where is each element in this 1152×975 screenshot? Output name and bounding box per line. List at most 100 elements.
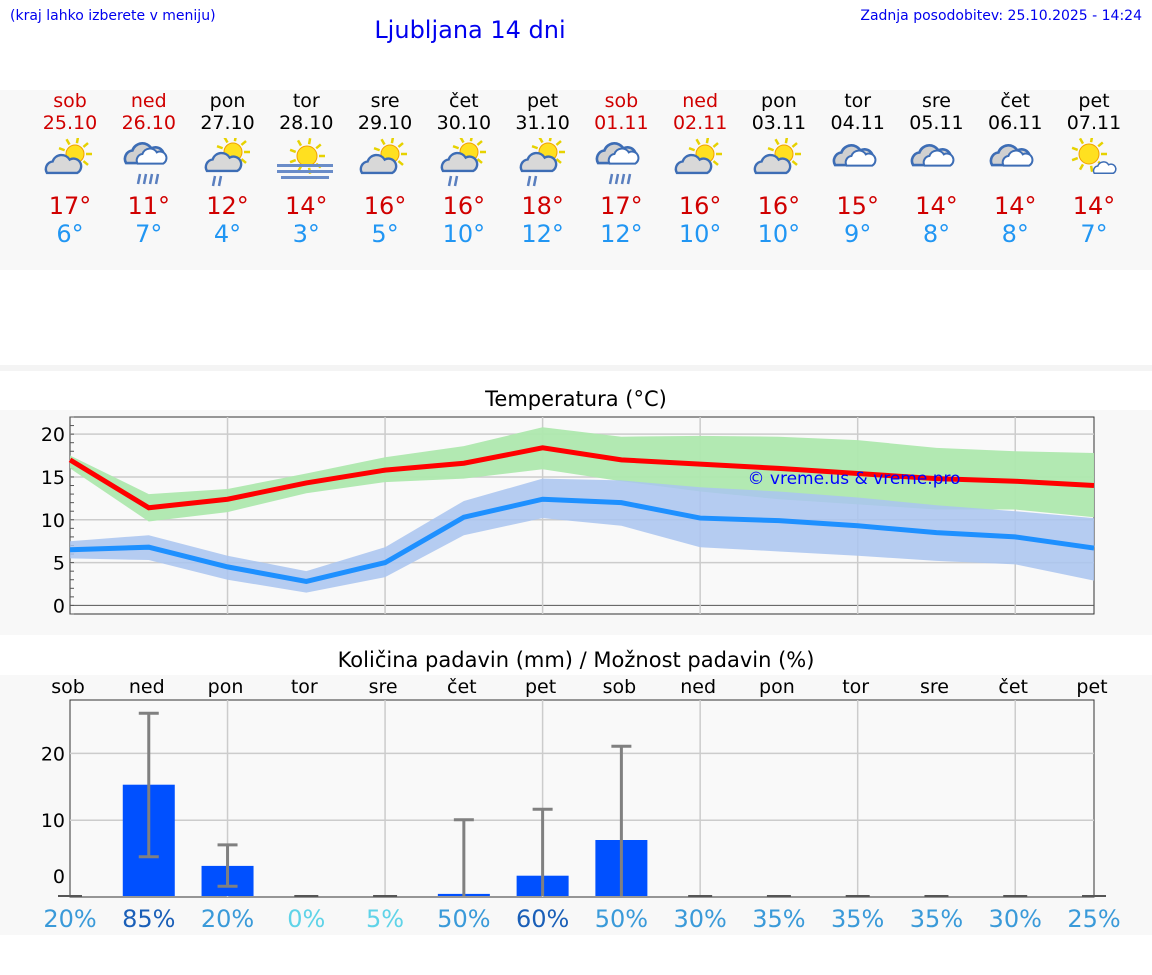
category-label: tor bbox=[291, 676, 318, 698]
max-temperature: 14° bbox=[1072, 192, 1116, 220]
precipitation-chart-panel: sob ned pon tor sre čet pet sob ned pon tor sre čet p… bbox=[0, 675, 1152, 935]
divider bbox=[0, 365, 1152, 371]
category-label: sre bbox=[369, 676, 398, 698]
max-temperature: 11° bbox=[127, 192, 171, 220]
day-name: pon bbox=[761, 90, 797, 112]
partly-cloudy-showers-icon bbox=[519, 138, 565, 187]
partly-cloudy-icon bbox=[44, 138, 92, 175]
error-bar bbox=[532, 807, 553, 896]
precipitation-probability: 20% bbox=[43, 905, 96, 933]
day-date: 28.10 bbox=[279, 112, 334, 134]
day-name: pet bbox=[1078, 90, 1110, 112]
max-temperature: 17° bbox=[600, 192, 643, 220]
min-temperature: 10° bbox=[442, 220, 486, 248]
day-date: 30.10 bbox=[436, 112, 492, 134]
day-name: tor bbox=[844, 90, 872, 112]
day-forecast: čet 06.11 14° 8° bbox=[976, 90, 1054, 248]
precipitation-probability: 60% bbox=[516, 905, 569, 933]
precipitation-chart: sob ned pon tor sre čet pet sob ned pon tor sre čet p… bbox=[41, 676, 1121, 933]
min-temperature: 3° bbox=[292, 220, 320, 248]
max-temperature: 14° bbox=[915, 192, 958, 220]
partly-cloudy-icon bbox=[753, 138, 801, 175]
max-temperature-line bbox=[68, 445, 1095, 511]
sun-small-cloud-icon bbox=[1071, 138, 1117, 174]
temperature-chart-title: Temperatura (°C) bbox=[485, 387, 667, 411]
precipitation-probability: 35% bbox=[910, 905, 963, 933]
max-temperature: 14° bbox=[993, 192, 1037, 220]
max-temperature: 15° bbox=[836, 192, 879, 220]
min-temperature: 5° bbox=[371, 220, 399, 248]
category-label: ned bbox=[129, 676, 165, 698]
partly-cloudy-showers-icon bbox=[440, 138, 486, 187]
day-date: 01.11 bbox=[594, 112, 649, 134]
cloudy-icon bbox=[989, 144, 1034, 167]
day-name: pet bbox=[527, 90, 559, 112]
day-forecast: pet 07.11 14° 7° bbox=[1055, 90, 1133, 248]
category-label: čet bbox=[447, 676, 477, 698]
category-label: sob bbox=[51, 676, 85, 698]
precipitation-probability: 5% bbox=[366, 905, 404, 933]
temperature-chart: 0 5 10 15 20 © vreme.us & vreme.pro bbox=[41, 416, 1095, 617]
y-tick-label: 0 bbox=[53, 595, 65, 617]
day-date: 31.10 bbox=[515, 112, 570, 134]
error-bar bbox=[453, 818, 474, 896]
day-forecast: sob 25.10 17° 6° bbox=[31, 90, 109, 248]
day-forecast: ned 26.10 11° 7° bbox=[110, 90, 188, 248]
day-date: 05.11 bbox=[909, 112, 964, 134]
day-forecast: pon 03.11 16° 10° bbox=[740, 90, 818, 248]
day-date: 07.11 bbox=[1066, 112, 1122, 134]
min-temperature: 8° bbox=[1001, 220, 1029, 248]
min-temperature: 8° bbox=[922, 220, 951, 248]
precipitation-probability: 35% bbox=[831, 905, 884, 933]
category-label: pon bbox=[208, 676, 244, 698]
y-tick-label: 10 bbox=[41, 510, 65, 532]
category-label: tor bbox=[842, 676, 869, 698]
precipitation-probability: 0% bbox=[287, 905, 325, 933]
precipitation-probability: 20% bbox=[201, 905, 254, 933]
day-forecast: tor 28.10 14° 3° bbox=[267, 90, 345, 248]
min-temperature: 10° bbox=[757, 220, 801, 248]
error-bar bbox=[611, 744, 632, 896]
min-temperature: 12° bbox=[600, 220, 643, 248]
day-name: pon bbox=[209, 90, 246, 112]
day-forecast: pet 31.10 18° 12° bbox=[504, 90, 582, 248]
day-name: ned bbox=[130, 90, 167, 112]
plot-area bbox=[69, 699, 1095, 898]
max-temperature: 16° bbox=[442, 192, 486, 220]
min-temperature: 7° bbox=[135, 220, 163, 248]
partly-cloudy-icon bbox=[359, 138, 408, 175]
day-forecast: sob 01.11 17° 12° bbox=[582, 90, 660, 248]
sun-fog-icon bbox=[277, 138, 334, 179]
y-tick-label: 0 bbox=[53, 866, 65, 888]
max-temperature: 12° bbox=[206, 192, 249, 220]
day-date: 02.11 bbox=[672, 112, 728, 134]
rain-icon bbox=[596, 142, 640, 185]
y-tick-label: 5 bbox=[53, 553, 65, 575]
precipitation-probability: 30% bbox=[673, 905, 726, 933]
category-label: sre bbox=[920, 676, 949, 698]
day-name: tor bbox=[292, 90, 320, 112]
category-label: čet bbox=[998, 676, 1028, 698]
precipitation-chart-title: Količina padavin (mm) / Možnost padavin … bbox=[337, 648, 815, 672]
day-name: sob bbox=[53, 90, 87, 112]
day-forecast: tor 04.11 15° 9° bbox=[819, 90, 897, 248]
category-label: ned bbox=[680, 676, 716, 698]
max-temperature: 17° bbox=[48, 192, 92, 220]
day-date: 27.10 bbox=[200, 112, 255, 134]
y-tick-label: 15 bbox=[41, 467, 65, 489]
min-temperature: 10° bbox=[678, 220, 722, 248]
location-hint: (kraj lahko izberete v meniju) bbox=[10, 8, 216, 24]
rain-icon bbox=[123, 142, 168, 185]
day-forecast: sre 05.11 14° 8° bbox=[897, 90, 975, 248]
precipitation-probability: 50% bbox=[595, 905, 648, 933]
day-date: 04.11 bbox=[830, 112, 885, 134]
min-temperature: 6° bbox=[56, 220, 84, 248]
day-forecast: ned 02.11 16° 10° bbox=[661, 90, 739, 248]
day-forecast: čet 30.10 16° 10° bbox=[425, 90, 503, 248]
min-temperature: 12° bbox=[521, 220, 564, 248]
max-temperature: 16° bbox=[363, 192, 407, 220]
precipitation-probability: 85% bbox=[122, 905, 175, 933]
min-temperature-line bbox=[69, 496, 1095, 585]
max-temperature: 14° bbox=[285, 192, 328, 220]
day-date: 26.10 bbox=[121, 112, 176, 134]
